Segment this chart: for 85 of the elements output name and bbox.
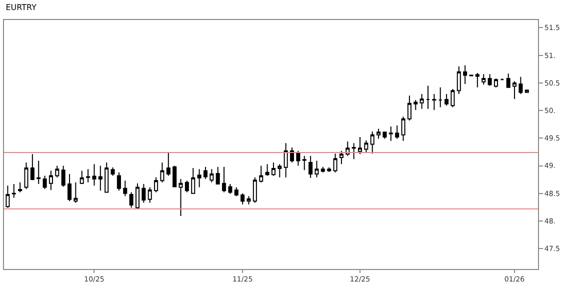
- candlestick: [86, 168, 90, 183]
- candlestick: [18, 182, 22, 193]
- candlestick: [308, 155, 313, 178]
- candlestick: [420, 93, 424, 110]
- candlestick: [222, 166, 226, 193]
- candlestick: [376, 128, 381, 140]
- candlestick: [278, 164, 282, 178]
- chart-title: EURTRY: [6, 2, 37, 12]
- candlestick: [154, 176, 158, 193]
- candlestick: [160, 162, 164, 183]
- candlestick: [216, 166, 220, 186]
- candlestick: [36, 160, 41, 184]
- candlestick: [271, 162, 276, 176]
- candlestick: [259, 165, 264, 183]
- candlestick: [110, 166, 115, 176]
- candlestick: [284, 142, 288, 178]
- candlestick: [252, 176, 257, 204]
- candlestick: [203, 166, 208, 180]
- candlestick: [494, 78, 498, 88]
- candlestick: [184, 180, 189, 193]
- candlestick: [475, 72, 480, 88]
- candlestick: [98, 165, 102, 192]
- candlestick: [123, 180, 128, 197]
- candlestick: [327, 166, 332, 172]
- candlestick: [370, 131, 374, 154]
- candlestick: [234, 186, 238, 197]
- candlestick: [506, 73, 510, 88]
- candlestick: [210, 168, 214, 183]
- candlestick: [228, 183, 232, 194]
- candlestick: [352, 142, 356, 160]
- candlestick: [395, 124, 400, 140]
- candlestick: [197, 168, 202, 188]
- candlestick: [148, 186, 152, 204]
- candlestick: [302, 155, 306, 171]
- candlestick: [290, 147, 294, 163]
- candlestick: [42, 175, 47, 190]
- candlestick: [314, 160, 319, 178]
- candlestick: [68, 174, 72, 202]
- candlestick: [500, 78, 504, 81]
- candlestick: [48, 170, 53, 191]
- candlestick: [512, 80, 517, 100]
- candlestick: [450, 88, 455, 108]
- candlestick: [135, 182, 140, 210]
- candlestick: [142, 183, 146, 204]
- candlestick: [432, 93, 436, 110]
- candlestick: [364, 140, 368, 154]
- candlestick: [12, 183, 16, 198]
- candlestick: [518, 76, 523, 94]
- candlestick: [444, 93, 449, 106]
- candlestick: [55, 165, 60, 178]
- candlestick: [191, 167, 196, 194]
- candlestick: [388, 126, 393, 142]
- candlestick: [80, 170, 84, 184]
- candlestick: [463, 64, 468, 85]
- candlestick: [320, 166, 325, 173]
- candlestick: [469, 74, 474, 77]
- candlestick: [116, 172, 121, 192]
- candlestick: [358, 136, 362, 155]
- candlestick: [246, 196, 251, 205]
- candlestick: [482, 74, 486, 86]
- candlestick: [524, 89, 529, 93]
- candlestick: [104, 162, 109, 193]
- candlestick: [456, 66, 461, 94]
- candlestick: [414, 100, 418, 110]
- candlestick: [74, 182, 78, 204]
- candlestick: [438, 86, 442, 108]
- candlestick: [488, 74, 492, 86]
- candlestick: [30, 154, 34, 181]
- candlestick: [265, 164, 270, 176]
- candlestick: [6, 185, 10, 208]
- candlestick: [407, 95, 412, 121]
- candlestick: [339, 150, 344, 165]
- candlestick: [296, 150, 300, 166]
- candlestick: [61, 165, 66, 188]
- candlestick: [426, 85, 430, 110]
- candlestick: [240, 192, 245, 205]
- candlestick: [166, 152, 170, 176]
- candlestick: [92, 164, 96, 186]
- candlestick: [24, 162, 28, 190]
- candlestick: [401, 116, 406, 142]
- candlestick: [178, 178, 183, 216]
- candlestick: [382, 131, 387, 140]
- candlestick: [129, 192, 134, 208]
- candlestick: [172, 165, 177, 188]
- candlestick: [333, 153, 338, 173]
